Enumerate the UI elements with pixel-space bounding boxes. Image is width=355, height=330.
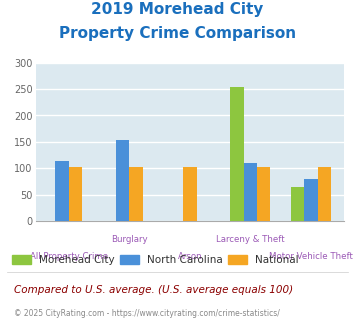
Text: Property Crime Comparison: Property Crime Comparison [59, 26, 296, 41]
Bar [318, 167, 331, 221]
Bar [230, 87, 244, 221]
Bar [183, 167, 197, 221]
Text: Burglary: Burglary [111, 235, 148, 244]
Bar [116, 140, 129, 221]
Bar [257, 167, 271, 221]
Bar [129, 167, 143, 221]
Text: All Property Crime: All Property Crime [30, 252, 108, 261]
Bar [55, 161, 69, 221]
Bar [291, 187, 304, 221]
Text: 2019 Morehead City: 2019 Morehead City [91, 2, 264, 16]
Text: Larceny & Theft: Larceny & Theft [216, 235, 285, 244]
Text: Compared to U.S. average. (U.S. average equals 100): Compared to U.S. average. (U.S. average … [14, 285, 293, 295]
Bar [244, 163, 257, 221]
Text: Motor Vehicle Theft: Motor Vehicle Theft [269, 252, 353, 261]
Text: Arson: Arson [178, 252, 202, 261]
Bar [69, 167, 82, 221]
Bar [304, 180, 318, 221]
Legend: Morehead City, North Carolina, National: Morehead City, North Carolina, National [12, 255, 299, 265]
Text: © 2025 CityRating.com - https://www.cityrating.com/crime-statistics/: © 2025 CityRating.com - https://www.city… [14, 309, 280, 317]
